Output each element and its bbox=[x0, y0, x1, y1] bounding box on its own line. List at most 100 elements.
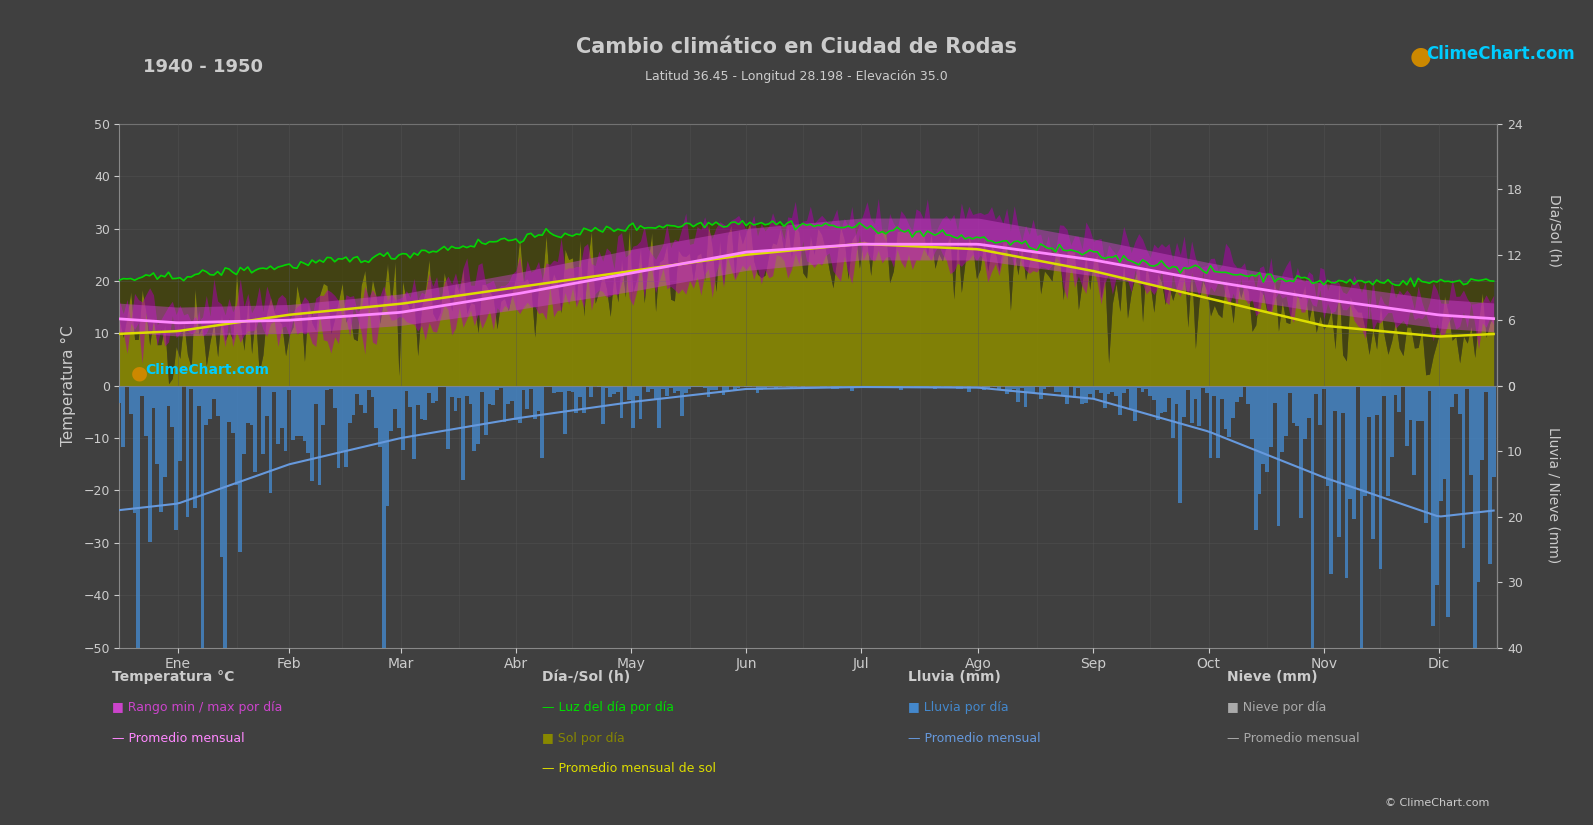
Bar bbox=[1185, 386, 1190, 390]
Bar bbox=[628, 386, 631, 400]
Bar bbox=[1133, 386, 1137, 421]
Bar bbox=[121, 386, 126, 447]
Bar bbox=[589, 386, 593, 398]
Bar bbox=[314, 386, 317, 404]
Bar bbox=[959, 386, 964, 389]
Bar bbox=[484, 386, 487, 435]
Bar bbox=[162, 386, 167, 477]
Bar bbox=[1129, 386, 1133, 409]
Bar bbox=[545, 386, 548, 387]
Bar bbox=[1182, 386, 1185, 417]
Bar bbox=[178, 386, 182, 461]
Bar bbox=[945, 386, 948, 388]
Bar bbox=[521, 386, 526, 390]
Bar bbox=[570, 386, 575, 392]
Bar bbox=[677, 386, 680, 391]
Bar bbox=[515, 386, 518, 420]
Bar bbox=[518, 386, 521, 423]
Text: Día/Sol (h): Día/Sol (h) bbox=[1547, 195, 1560, 267]
Bar bbox=[854, 386, 857, 388]
Bar bbox=[691, 386, 695, 387]
Bar bbox=[276, 386, 280, 445]
Bar bbox=[887, 386, 892, 388]
Bar bbox=[1344, 386, 1348, 578]
Bar bbox=[170, 386, 174, 427]
Bar bbox=[389, 386, 393, 431]
Y-axis label: Temperatura °C: Temperatura °C bbox=[61, 325, 76, 446]
Bar bbox=[937, 386, 940, 387]
Bar bbox=[393, 386, 397, 409]
Bar bbox=[918, 386, 922, 387]
Bar bbox=[190, 386, 193, 389]
Bar bbox=[1394, 386, 1397, 395]
Bar bbox=[317, 386, 322, 485]
Bar bbox=[1099, 386, 1102, 394]
Bar bbox=[820, 386, 824, 388]
Bar bbox=[1337, 386, 1341, 537]
Bar bbox=[479, 386, 484, 392]
Bar bbox=[1454, 386, 1458, 394]
Bar bbox=[639, 386, 642, 419]
Bar bbox=[1083, 386, 1088, 403]
Bar bbox=[1375, 386, 1378, 415]
Bar bbox=[198, 386, 201, 406]
Bar bbox=[838, 386, 843, 389]
Bar bbox=[1061, 386, 1066, 396]
Bar bbox=[1157, 386, 1160, 420]
Bar bbox=[1251, 386, 1254, 439]
Bar bbox=[559, 386, 562, 392]
Bar bbox=[540, 386, 545, 459]
Bar bbox=[1110, 386, 1114, 392]
Bar bbox=[438, 386, 443, 387]
Bar bbox=[650, 386, 653, 389]
Bar bbox=[1341, 386, 1344, 412]
Bar bbox=[620, 386, 623, 418]
Bar bbox=[1333, 386, 1337, 411]
Bar bbox=[1163, 386, 1168, 412]
Bar bbox=[143, 386, 148, 436]
Bar bbox=[801, 386, 804, 389]
Bar bbox=[1031, 386, 1035, 392]
Bar bbox=[382, 386, 386, 675]
Bar bbox=[347, 386, 352, 423]
Bar bbox=[1359, 386, 1364, 661]
Bar bbox=[185, 386, 190, 516]
Bar bbox=[1386, 386, 1389, 496]
Bar bbox=[1235, 386, 1239, 403]
Bar bbox=[330, 386, 333, 389]
Bar bbox=[1303, 386, 1306, 439]
Bar bbox=[126, 386, 129, 387]
Text: ■ Sol por día: ■ Sol por día bbox=[542, 732, 624, 745]
Bar bbox=[1474, 386, 1477, 825]
Bar bbox=[1228, 386, 1231, 437]
Text: Cambio climático en Ciudad de Rodas: Cambio climático en Ciudad de Rodas bbox=[577, 37, 1016, 57]
Bar bbox=[363, 386, 366, 413]
Bar bbox=[1311, 386, 1314, 648]
Bar bbox=[1171, 386, 1174, 438]
Bar bbox=[264, 386, 269, 416]
Bar bbox=[408, 386, 413, 407]
Bar bbox=[325, 386, 330, 390]
Bar bbox=[1005, 386, 1008, 394]
Text: Lluvia (mm): Lluvia (mm) bbox=[908, 670, 1000, 684]
Bar bbox=[733, 386, 736, 390]
Bar bbox=[159, 386, 162, 512]
Text: Día-/Sol (h): Día-/Sol (h) bbox=[542, 670, 629, 684]
Bar bbox=[785, 386, 790, 387]
Bar bbox=[129, 386, 132, 413]
Bar bbox=[140, 386, 143, 396]
Bar bbox=[710, 386, 714, 390]
Bar bbox=[906, 386, 910, 387]
Bar bbox=[167, 386, 170, 406]
Bar bbox=[1397, 386, 1402, 412]
Bar bbox=[193, 386, 198, 508]
Bar bbox=[967, 386, 970, 392]
Bar bbox=[688, 386, 691, 389]
Bar bbox=[634, 386, 639, 396]
Bar bbox=[1402, 386, 1405, 387]
Bar bbox=[435, 386, 438, 401]
Bar bbox=[1047, 386, 1050, 387]
Bar bbox=[1016, 386, 1020, 402]
Bar bbox=[722, 386, 725, 395]
Bar bbox=[416, 386, 419, 405]
